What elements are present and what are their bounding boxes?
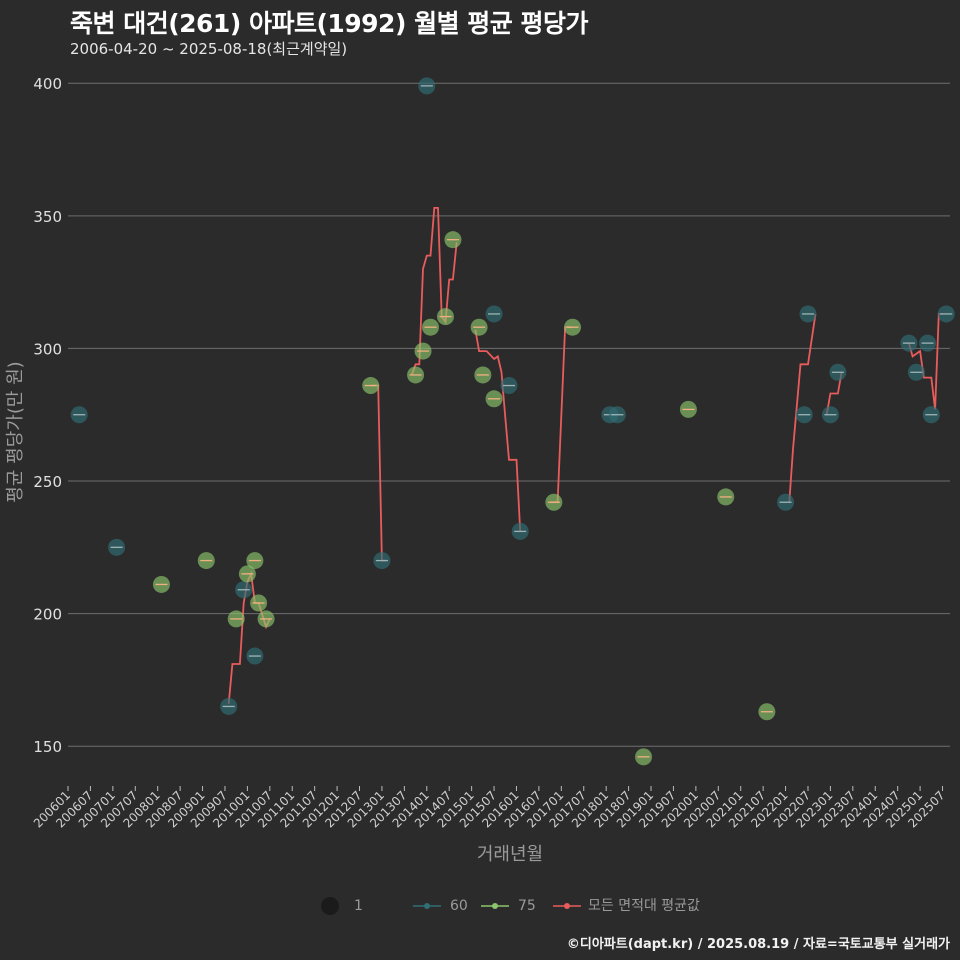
y-axis-label: 평균 평당가(만 원) <box>5 361 26 502</box>
legend-75-label: 75 <box>518 898 536 914</box>
chart-title: 죽변 대건(261) 아파트(1992) 월별 평균 평당가 <box>70 9 589 38</box>
legend-60-symbol <box>413 903 441 909</box>
footer-credit: ©디아파트(dapt.kr) / 2025.08.19 / 자료=국토교통부 실… <box>566 937 950 952</box>
y-tick-label: 200 <box>33 606 62 624</box>
y-tick-label: 400 <box>33 75 62 93</box>
y-tick-label: 150 <box>33 738 62 756</box>
legend-avg-symbol <box>553 903 581 909</box>
y-tick-label: 350 <box>33 208 62 226</box>
grid-lines <box>68 82 950 747</box>
legend-75-symbol <box>481 903 509 909</box>
y-tick-label: 300 <box>33 340 62 358</box>
data-points <box>70 77 955 766</box>
average-line-segment <box>908 312 943 410</box>
average-line-segment <box>550 326 573 504</box>
average-line-segment <box>410 206 458 376</box>
y-axis-ticks: 150 200 250 300 350 400 <box>33 75 62 756</box>
y-tick-label: 250 <box>33 473 62 491</box>
legend-size-label: 1 <box>354 898 363 914</box>
chart-subtitle: 2006-04-20 ~ 2025-08-18(최근계약일) <box>70 40 348 58</box>
legend-60-label: 60 <box>450 898 468 914</box>
average-line-segment <box>788 313 817 503</box>
x-axis-label: 거래년월 <box>477 844 543 865</box>
x-axis-ticks: 2006012006072007012007072008012008072009… <box>31 786 948 831</box>
legend-size-dot <box>321 897 339 915</box>
average-line-segment <box>474 329 522 532</box>
average-line <box>227 206 943 704</box>
average-line-segment <box>825 372 843 415</box>
average-line-segment <box>370 384 386 562</box>
legend-avg-label: 모든 면적대 평균값 <box>588 898 700 914</box>
legend: 1 60 75 모든 면적대 평균값 <box>320 893 740 919</box>
